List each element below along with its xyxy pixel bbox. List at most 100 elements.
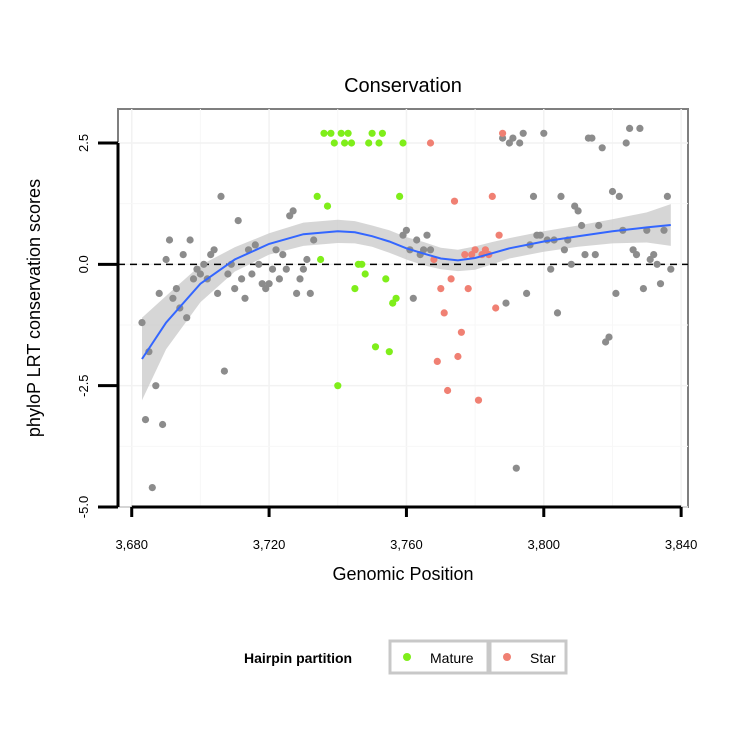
data-point-other (402, 226, 410, 234)
legend-key-mature (403, 653, 411, 661)
data-point-star (433, 357, 441, 365)
data-point-mature (396, 192, 404, 200)
data-point-other (255, 260, 263, 268)
data-point-star (450, 197, 459, 205)
x-tick-label: 3,840 (665, 537, 698, 552)
data-point-other (238, 275, 246, 283)
data-point-mature (378, 129, 386, 137)
data-point-other (639, 285, 648, 293)
x-tick-label: 3,680 (115, 537, 148, 552)
data-point-other (632, 251, 641, 259)
data-point-star (454, 352, 462, 361)
data-point-mature (399, 139, 407, 147)
data-point-other (282, 265, 290, 273)
data-point-other (423, 231, 431, 239)
data-point-other (306, 289, 314, 297)
data-point-other (293, 289, 301, 297)
data-point-mature (382, 275, 390, 283)
data-point-other (622, 139, 630, 147)
data-point-other (591, 251, 599, 259)
data-point-other (214, 289, 222, 297)
chart-title: Conservation (344, 75, 462, 97)
legend-key-box-star (488, 639, 568, 675)
data-point-mature (313, 192, 321, 200)
data-point-mature (361, 270, 369, 278)
data-point-star (426, 139, 435, 147)
confidence-band (142, 204, 671, 401)
legend-label-mature: Mature (430, 650, 474, 666)
data-point-mature (327, 129, 335, 137)
data-point-other (275, 275, 283, 283)
data-point-other (540, 129, 548, 137)
data-point-other (196, 270, 204, 278)
data-point-star (495, 231, 503, 239)
data-point-other (138, 319, 146, 327)
data-point-other (612, 289, 620, 297)
data-point-other (519, 129, 527, 137)
data-point-other (636, 124, 644, 132)
data-point-star (457, 328, 465, 336)
data-point-other (626, 124, 634, 132)
y-axis-title: phyloP LRT conservation scores (24, 179, 44, 437)
data-point-other (152, 382, 160, 390)
data-point-other (220, 367, 228, 375)
data-point-other (598, 144, 606, 152)
legend-title: Hairpin partition (244, 650, 352, 666)
data-point-other (224, 270, 232, 278)
data-point-other (296, 275, 304, 283)
data-point-star (488, 192, 496, 200)
data-point-other (155, 289, 163, 297)
data-point-other (547, 265, 555, 273)
data-points (138, 124, 675, 492)
data-point-other (656, 280, 665, 288)
data-point-mature (334, 382, 342, 390)
data-point-mature (330, 139, 338, 147)
data-point-mature (317, 255, 325, 264)
data-point-other (523, 289, 531, 297)
legend: Hairpin partition Mature Star (244, 639, 568, 675)
data-point-other (162, 255, 170, 264)
data-point-mature (347, 139, 356, 147)
data-point-mature (341, 139, 349, 147)
data-point-other (536, 231, 544, 239)
data-point-star (444, 386, 452, 395)
plot-panel (117, 108, 689, 508)
data-point-other (279, 251, 287, 259)
data-point-other (574, 207, 582, 215)
data-point-other (241, 294, 249, 302)
data-point-other (663, 192, 672, 200)
y-tick-label: 0.0 (76, 255, 91, 273)
data-point-mature (368, 129, 376, 137)
data-point-other (567, 260, 575, 268)
data-point-other (310, 236, 318, 244)
data-point-mature (365, 139, 373, 147)
data-point-star (447, 275, 455, 283)
data-point-other (234, 217, 242, 225)
data-point-other (183, 314, 191, 322)
axes: 3,680 3,720 3,760 3,800 3,840 -5.0 -2.5 0.0 2.5 (76, 134, 697, 552)
data-point-other (413, 236, 421, 244)
data-point-other (420, 246, 428, 254)
legend-label-star: Star (530, 650, 556, 666)
data-point-other (217, 192, 225, 200)
data-point-other (200, 260, 208, 268)
x-axis-title: Genomic Position (332, 564, 473, 584)
data-point-other (148, 484, 156, 492)
data-point-other (169, 294, 177, 302)
data-point-mature (385, 348, 393, 356)
data-point-mature (337, 129, 345, 137)
data-point-star (499, 129, 507, 137)
data-point-mature (392, 294, 400, 302)
data-point-other (186, 236, 194, 244)
data-point-other (529, 192, 538, 200)
data-point-other (272, 246, 280, 254)
data-point-other (251, 241, 259, 249)
data-point-other (299, 265, 307, 273)
data-point-other (172, 285, 180, 293)
data-point-other (615, 192, 623, 200)
data-point-other (512, 464, 520, 472)
data-point-star (461, 251, 469, 259)
data-point-other (502, 299, 510, 307)
data-point-mature (371, 343, 380, 351)
